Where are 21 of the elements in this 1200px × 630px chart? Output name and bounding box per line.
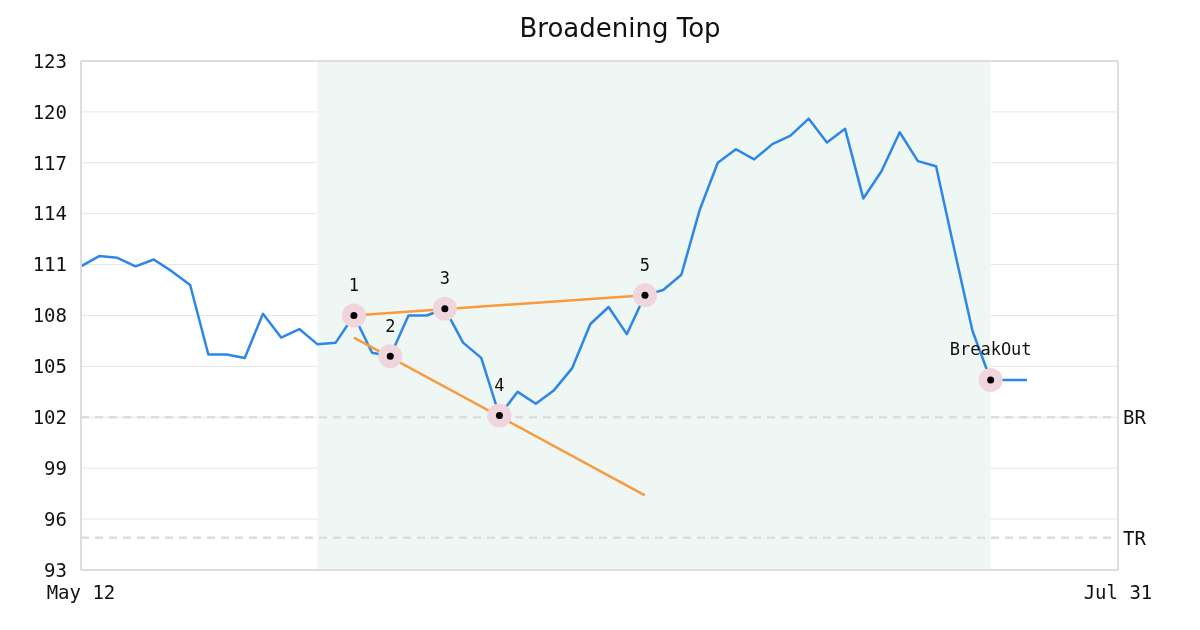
- y-tick-label: 120: [32, 100, 67, 123]
- y-tick-label: 123: [32, 49, 67, 72]
- y-tick-label: 93: [44, 558, 67, 581]
- x-tick-label: Jul 31: [1083, 581, 1153, 604]
- y-tick-label: 99: [44, 456, 67, 479]
- series-label: 4: [494, 375, 505, 396]
- y-tick-label: 117: [32, 151, 67, 174]
- series-label: 2: [385, 315, 396, 336]
- series-label: 3: [439, 268, 450, 289]
- x-tick-label: May 12: [46, 581, 116, 604]
- ref-line-label: BR: [1123, 406, 1147, 429]
- series-label: 1: [348, 274, 360, 295]
- y-tick-label: 108: [32, 304, 67, 327]
- y-tick-label: 114: [32, 202, 67, 225]
- series-label: 5: [639, 254, 651, 275]
- y-tick-label: 105: [32, 355, 67, 378]
- chart-title: Broadening Top: [518, 12, 722, 45]
- y-tick-label: 102: [32, 406, 67, 429]
- y-tick-label: 111: [32, 253, 67, 276]
- ref-line-label: TR: [1123, 526, 1147, 549]
- y-tick-label: 96: [44, 507, 67, 530]
